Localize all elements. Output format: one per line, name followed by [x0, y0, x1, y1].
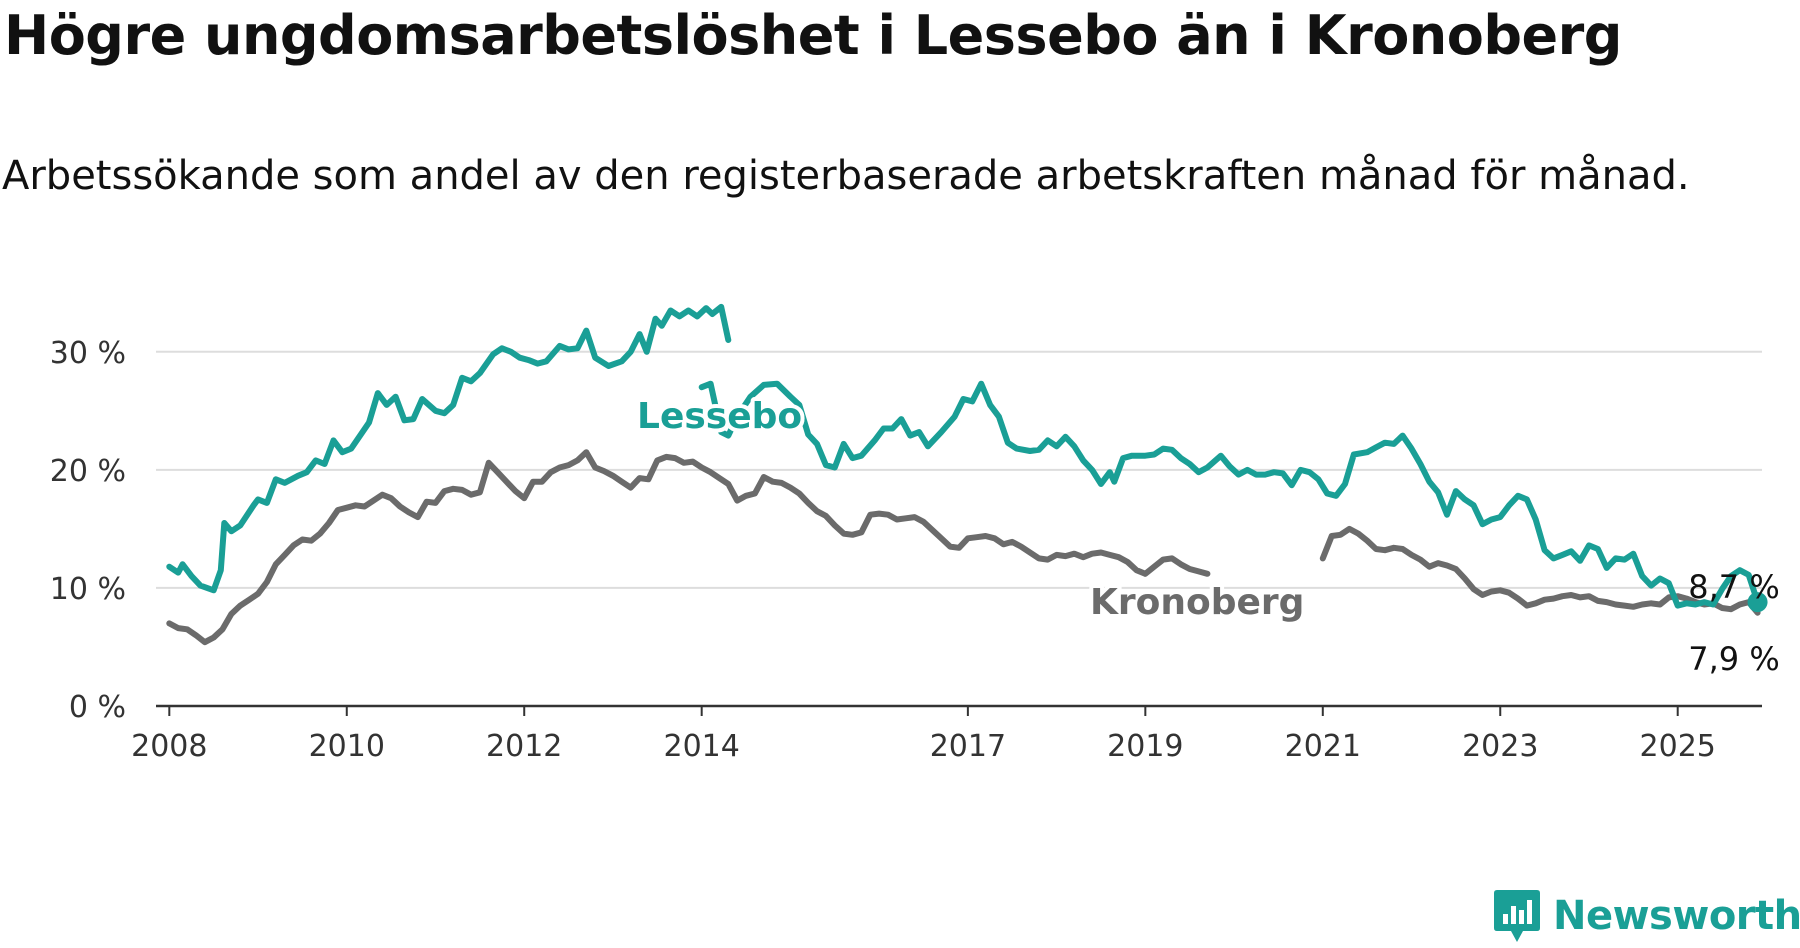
x-tick-label: 2012: [486, 729, 562, 764]
series-line-kronoberg-b: [1319, 525, 1761, 616]
y-axis-ticks: 0 % 10 % 20 % 30 %: [50, 336, 126, 725]
x-tick-label: 2008: [131, 729, 207, 764]
series-labels: Lessebo Kronoberg 8,7 % 7,9 %: [633, 392, 1780, 678]
x-tick-label: 2014: [664, 729, 740, 764]
x-axis: 2008 2010 2012 2014 2017 2019 2021 2023 2025: [131, 704, 1762, 764]
x-tick-label: 2010: [309, 729, 385, 764]
end-label-lessebo: 8,7 %: [1688, 568, 1779, 606]
series-lines: [166, 303, 1768, 646]
newsworthy-logo-icon: [1494, 890, 1540, 942]
x-tick-label: 2017: [930, 729, 1006, 764]
y-tick-label: 20 %: [50, 454, 126, 489]
series-label-lessebo: Lessebo: [637, 396, 802, 437]
series-line-lessebo-b: [698, 380, 1761, 609]
brand-name: Newsworthy: [1553, 893, 1800, 939]
y-tick-label: 30 %: [50, 336, 126, 371]
end-point-lessebo: [1747, 592, 1768, 613]
x-tick-label: 2019: [1107, 729, 1183, 764]
end-label-kronoberg: 7,9 %: [1688, 640, 1779, 678]
x-tick-label: 2023: [1462, 729, 1538, 764]
series-line-kronoberg-a: [166, 449, 1211, 646]
y-tick-label: 10 %: [50, 572, 126, 607]
grid-lines: [156, 350, 1762, 589]
chart-subtitle: Arbetssökande som andel av den registerb…: [2, 153, 1690, 199]
chart-title: Högre ungdomsarbetslöshet i Lessebo än i…: [4, 4, 1622, 67]
y-tick-label: 0 %: [69, 690, 126, 725]
x-tick-label: 2021: [1285, 729, 1361, 764]
series-line-lessebo-a: [166, 303, 732, 594]
x-tick-label: 2025: [1640, 729, 1716, 764]
brand-logo: Newsworthy: [1493, 888, 1800, 944]
series-label-kronoberg: Kronoberg: [1090, 582, 1304, 623]
